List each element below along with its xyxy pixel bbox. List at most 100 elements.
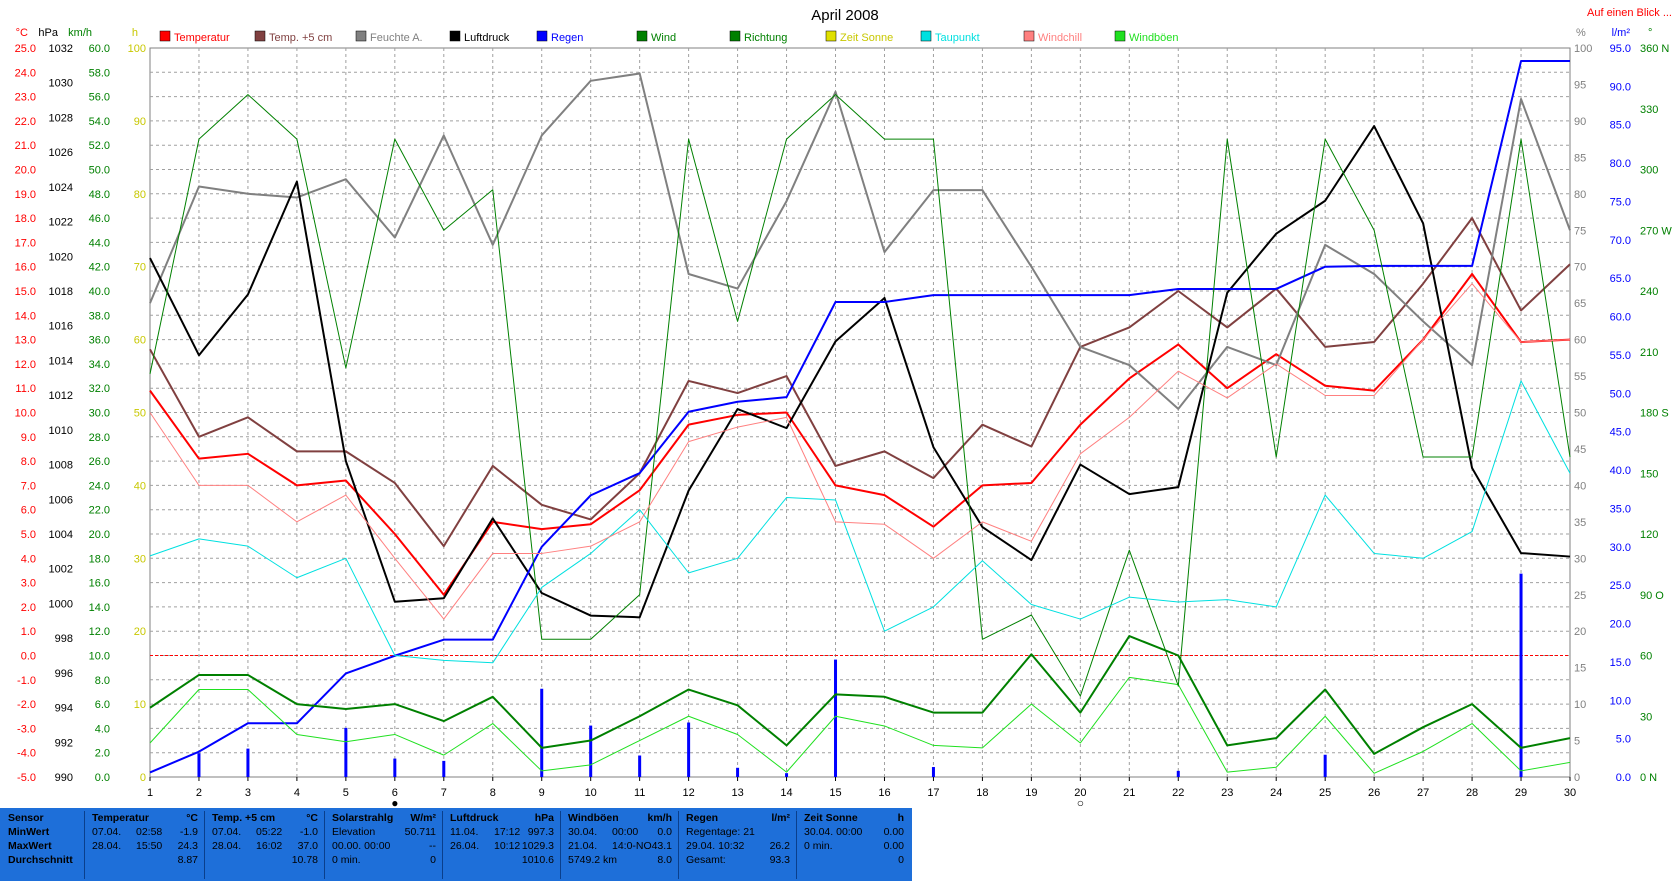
- temp-tick-label: -4.0: [17, 748, 36, 760]
- rain-bar: [540, 688, 544, 777]
- pressure-tick-label: 1018: [49, 286, 73, 298]
- rain-tick-label: 20.0: [1610, 619, 1631, 631]
- x-tick-label: 29: [1515, 787, 1527, 799]
- wind-tick-label: 12.0: [89, 626, 110, 638]
- temp5-time: 05:22: [256, 826, 283, 838]
- humidity-tick-label: 75: [1574, 225, 1586, 237]
- solar-label: 00.00. 00:00: [332, 840, 391, 852]
- solar-value: 0: [430, 854, 436, 866]
- x-tick-label: 21: [1123, 787, 1135, 799]
- wind-tick-label: 48.0: [89, 189, 110, 201]
- legend-item: Windchill: [1023, 30, 1082, 44]
- stats-temp5: Temp. +5 cm °C 07.04. 05:22 -1.0 28.04. 16:02 3…: [208, 811, 322, 879]
- windboeen-row: 5749.2 km 8.0: [564, 853, 676, 867]
- regen-value: 93.3: [769, 854, 790, 866]
- humidity-tick-label: 10: [1574, 699, 1586, 711]
- direction-tick-label: 300: [1640, 165, 1658, 177]
- windboeen-date: 5749.2 km: [568, 854, 618, 866]
- legend-swatch: [536, 30, 548, 42]
- x-tick-label: 7: [441, 787, 447, 799]
- wind-tick-label: 30.0: [89, 408, 110, 420]
- temp-tick-label: -2.0: [17, 699, 36, 711]
- wind-tick-label: 50.0: [89, 165, 110, 177]
- temp-tick-label: 18.0: [15, 213, 36, 225]
- rain-bar: [785, 773, 789, 777]
- x-tick-label: 1: [147, 787, 153, 799]
- sun-tick-label: 80: [134, 189, 146, 201]
- temp-axis-unit: °C: [16, 27, 28, 39]
- stats-row-max: MaxWert: [4, 839, 82, 853]
- pressure-tick-label: 1022: [49, 217, 73, 229]
- overview-link[interactable]: Auf einen Blick ...: [1587, 7, 1672, 19]
- x-tick-label: 6: [392, 787, 398, 799]
- temperatur-row: 28.04. 15:50 24.3: [88, 839, 202, 853]
- windboeen-unit: km/h: [647, 812, 672, 824]
- sun-tick-label: 30: [134, 553, 146, 565]
- direction-axis-unit: °: [1648, 27, 1652, 39]
- humidity-tick-label: 55: [1574, 371, 1586, 383]
- rain-tick-label: 70.0: [1610, 235, 1631, 247]
- regen-label: Regentage: 21: [686, 826, 755, 838]
- rain-bar: [1176, 770, 1180, 777]
- wind-tick-label: 52.0: [89, 140, 110, 152]
- temperatur-value: 8.87: [177, 854, 198, 866]
- wind-tick-label: 6.0: [95, 699, 110, 711]
- sun-tick-label: 40: [134, 480, 146, 492]
- divider: [796, 811, 797, 879]
- wind-tick-label: 56.0: [89, 92, 110, 104]
- temp-tick-label: 13.0: [15, 335, 36, 347]
- humidity-tick-label: 35: [1574, 517, 1586, 529]
- humidity-tick-label: 40: [1574, 480, 1586, 492]
- wind-tick-label: 4.0: [95, 723, 110, 735]
- wind-tick-label: 36.0: [89, 335, 110, 347]
- sun-tick-label: 20: [134, 626, 146, 638]
- rain-tick-label: 0.0: [1616, 772, 1631, 784]
- sun-axis-unit: h: [132, 27, 138, 39]
- legend-item: Zeit Sonne: [825, 30, 893, 44]
- legend-swatch: [729, 30, 741, 42]
- series-temp-5-cm: [149, 217, 1571, 548]
- series-temperatur: [149, 272, 1571, 596]
- x-tick-label: 20: [1074, 787, 1086, 799]
- solar-row: Elevation 50.711: [328, 825, 440, 839]
- sonne-header: Zeit Sonne h: [800, 811, 908, 825]
- series-lines: [149, 60, 1571, 774]
- regen-row: 29.04. 10:32 26.2: [682, 839, 794, 853]
- rain-bar: [246, 748, 250, 777]
- solar-row: 0 min. 0: [328, 853, 440, 867]
- sonne-label: 30.04. 00:00: [804, 826, 863, 838]
- luftdruck-header: Luftdruck hPa: [446, 811, 558, 825]
- moon-phases: ● ○: [391, 796, 1084, 808]
- direction-tick-label: 120: [1640, 529, 1658, 541]
- pressure-axis-unit: hPa: [38, 27, 58, 39]
- temp-tick-label: 4.0: [21, 553, 36, 565]
- series-windb-en: [149, 676, 1571, 774]
- stats-luftdruck: Luftdruck hPa 11.04. 17:12 997.3 26.04. 10:12 1…: [446, 811, 558, 879]
- x-tick-label: 19: [1025, 787, 1037, 799]
- grid: [149, 47, 1571, 778]
- x-tick-label: 4: [294, 787, 300, 799]
- x-tick-label: 13: [731, 787, 743, 799]
- wind-tick-label: 20.0: [89, 529, 110, 541]
- pressure-tick-label: 1020: [49, 251, 73, 263]
- wind-tick-label: 24.0: [89, 480, 110, 492]
- direction-tick-label: 210: [1640, 347, 1658, 359]
- rain-tick-label: 40.0: [1610, 465, 1631, 477]
- x-tick-label: 27: [1417, 787, 1429, 799]
- rain-bar: [1519, 573, 1523, 777]
- direction-tick-label: 0 N: [1640, 772, 1657, 784]
- sun-tick-label: 0: [140, 772, 146, 784]
- luftdruck-unit: hPa: [534, 812, 554, 824]
- x-tick-label: 5: [343, 787, 349, 799]
- luftdruck-row: 11.04. 17:12 997.3: [446, 825, 558, 839]
- windboeen-title: Windböen: [568, 812, 619, 824]
- x-tick-label: 11: [634, 787, 645, 799]
- temp5-row: 07.04. 05:22 -1.0: [208, 825, 322, 839]
- pressure-tick-label: 994: [55, 703, 73, 715]
- series-richtung: [149, 94, 1571, 697]
- luftdruck-time: 10:12: [494, 840, 521, 852]
- wind-tick-label: 22.0: [89, 505, 110, 517]
- temp5-time: 16:02: [256, 840, 283, 852]
- pressure-tick-label: 1026: [49, 147, 73, 159]
- stats-row-avg: Durchschnitt: [4, 853, 82, 867]
